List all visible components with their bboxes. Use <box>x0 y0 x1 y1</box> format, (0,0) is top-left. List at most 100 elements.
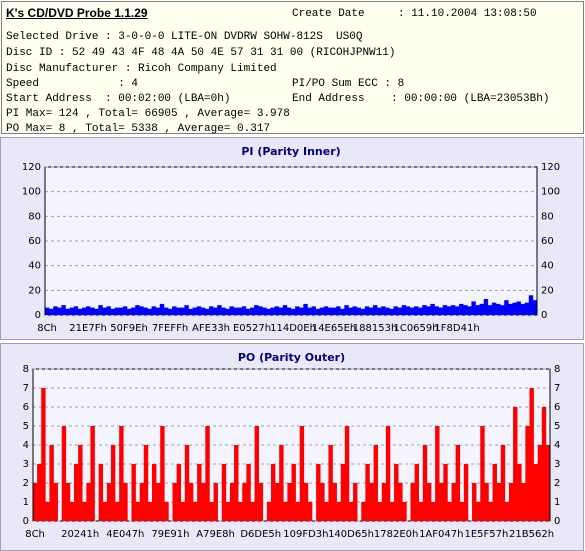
bar <box>525 426 530 521</box>
bar <box>299 426 305 521</box>
y2-tick-label: 100 <box>541 187 560 198</box>
bar <box>397 307 402 315</box>
bar <box>135 502 140 521</box>
bar <box>353 483 358 521</box>
bar <box>81 307 87 315</box>
y-tick-label: 60 <box>28 236 41 247</box>
bar <box>233 307 238 315</box>
bar <box>147 308 152 315</box>
bar <box>201 483 206 521</box>
bar <box>381 483 387 521</box>
y-tick-label: 0 <box>35 310 41 321</box>
bar <box>528 295 534 315</box>
x-tick-label: 8Ch <box>25 529 45 540</box>
bar <box>443 464 448 521</box>
bar <box>242 483 247 521</box>
x-tick-label: 21B562h <box>509 529 554 540</box>
y2-tick-label: 20 <box>541 285 554 296</box>
y2-tick-label: 1 <box>554 497 560 508</box>
bar <box>352 306 357 315</box>
bar <box>114 307 120 315</box>
chart-title: PI (Parity Inner) <box>241 145 340 158</box>
bar <box>65 483 71 521</box>
x-tick-label: 4E047h <box>106 529 144 540</box>
bar <box>450 305 456 315</box>
bar <box>324 502 329 521</box>
bar <box>524 302 530 315</box>
bar <box>193 502 198 521</box>
bar <box>192 307 197 315</box>
bar <box>467 306 472 315</box>
bar <box>389 502 395 521</box>
bar <box>53 306 58 315</box>
bar <box>213 483 218 521</box>
bar <box>463 464 469 521</box>
bar <box>320 483 325 521</box>
bar <box>291 308 296 315</box>
bar <box>78 445 83 521</box>
bar <box>160 426 165 521</box>
y2-tick-label: 0 <box>541 310 547 321</box>
bar <box>332 483 337 521</box>
bar <box>110 445 116 521</box>
x-tick-label: E0527h <box>233 323 271 334</box>
bar <box>176 464 182 521</box>
bar <box>438 307 443 315</box>
bar <box>361 502 366 521</box>
info-line: PI Max= 124 , Total= 66905 , Average= 3.… <box>6 108 290 120</box>
bar <box>513 407 518 521</box>
bar <box>180 502 186 521</box>
info-line: Start Address : 00:02:00 (LBA=0h) <box>6 93 231 105</box>
bar <box>287 483 292 521</box>
chart: PO (Parity Outer) 0 0 1 1 2 2 3 3 4 4 5 5 6 6 7 7 8 8 8Ch 20… <box>0 343 584 551</box>
bar <box>135 305 140 315</box>
bar <box>430 303 435 315</box>
bar <box>139 483 145 521</box>
bar <box>401 305 407 315</box>
bar <box>344 426 350 521</box>
bar <box>471 301 476 315</box>
bar <box>94 308 99 315</box>
bar <box>442 305 448 315</box>
bar <box>446 306 452 315</box>
bar <box>147 502 153 521</box>
bar <box>131 464 136 521</box>
x-tick-label: 1E5F57h <box>464 529 508 540</box>
bar <box>422 445 428 521</box>
bar <box>323 306 329 315</box>
x-tick-label: 50F9Eh <box>110 323 148 334</box>
y-tick-label: 0 <box>23 516 29 527</box>
y-tick-label: 80 <box>28 211 41 222</box>
bar <box>435 426 440 521</box>
bar <box>492 464 497 521</box>
bar <box>270 464 276 521</box>
bar <box>418 307 423 315</box>
bar <box>172 483 177 521</box>
x-tick-label: 1C0659h <box>393 323 438 334</box>
x-tick-label: 1782E0h <box>374 529 418 540</box>
bar <box>447 502 452 521</box>
bar <box>369 483 374 521</box>
bar <box>205 426 210 521</box>
bar <box>90 426 95 521</box>
chart-title: PO (Parity Outer) <box>238 351 345 364</box>
x-tick-label: AFE33h <box>192 323 230 334</box>
y2-tick-label: 2 <box>554 478 560 489</box>
x-tick-label: 8Ch <box>37 323 57 334</box>
bar <box>373 305 378 315</box>
bar <box>245 308 251 315</box>
bar <box>106 483 112 521</box>
value: : 11.10.2004 13:08:50 <box>398 8 537 20</box>
bar <box>356 307 361 315</box>
bar <box>159 303 165 315</box>
bar <box>127 308 132 315</box>
bar <box>517 464 522 521</box>
bar <box>139 306 144 315</box>
bar <box>500 445 506 521</box>
bar <box>184 445 190 521</box>
x-tick-label: 7FEFFh <box>152 323 188 334</box>
bar <box>385 307 390 315</box>
bar <box>172 306 177 315</box>
bar <box>336 306 341 315</box>
bar <box>394 464 399 521</box>
